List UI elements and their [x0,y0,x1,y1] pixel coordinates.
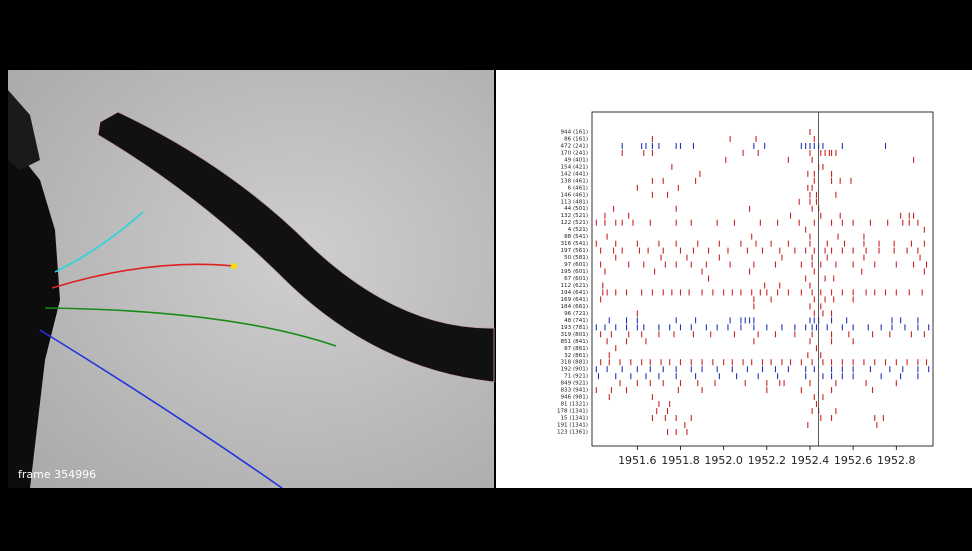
contact-point [231,263,237,269]
row-label: 833 (941) [561,388,589,394]
page: frame 354996 1951.6 1951.8 1952.0 1952.2 195… [0,0,972,551]
row-label: 184 (661) [561,304,589,310]
screen: frame 354996 1951.6 1951.8 1952.0 1952.2 195… [0,0,972,551]
row-label: 88 (541) [564,234,588,240]
row-label: 122 (521) [561,220,589,226]
x-tick-label: 1952.6 [834,454,873,467]
row-label: 316 (541) [561,241,589,247]
row-label: 6 (461) [568,185,588,191]
video-frame: frame 354996 [8,70,494,488]
row-label: 851 (841) [561,339,589,345]
row-label: 4 (521) [568,227,588,233]
x-tick-label: 1952.8 [877,454,916,467]
x-tick-label: 1952.2 [748,454,787,467]
row-label: 32 (861) [564,353,588,359]
x-tick-label: 1952.4 [791,454,830,467]
row-label: 193 (781) [561,325,589,331]
row-label: 50 (581) [564,255,588,261]
row-label: 81 (1321) [561,402,589,408]
row-label: 191 (1341) [557,423,588,429]
row-label: 71 (921) [564,374,588,380]
row-label: 49 (401) [564,157,588,163]
row-label: 178 (1341) [557,409,588,415]
row-label: 15 (1341) [561,416,589,422]
row-label: 472 (241) [561,143,589,149]
x-tick-label: 1951.6 [618,454,657,467]
frame-label: frame 354996 [18,468,96,481]
row-label: 944 (161) [561,130,589,136]
row-label: 123 (1361) [557,430,588,436]
row-label: 197 (561) [561,248,589,254]
row-label: 138 (461) [561,178,589,184]
row-label: 87 (861) [564,346,588,352]
row-label: 97 (601) [564,262,588,268]
row-label: 112 (621) [561,283,589,289]
row-label: 132 (521) [561,213,589,219]
row-label: 192 (901) [561,367,589,373]
x-tick-label: 1952.0 [704,454,743,467]
row-label: 146 (461) [561,192,589,198]
row-label: 96 (721) [564,311,588,317]
row-label: 319 (801) [561,332,589,338]
row-label: 195 (601) [561,269,589,275]
row-label: 48 (741) [564,318,588,324]
row-label: 154 (421) [561,164,589,170]
row-label: 44 (501) [564,206,588,212]
row-label: 849 (921) [561,381,589,387]
row-label: 169 (641) [561,297,589,303]
row-label: 318 (881) [561,360,589,366]
row-label: 142 (441) [561,171,589,177]
frame-image [8,70,494,488]
row-label: 113 (481) [561,199,589,205]
row-label: 194 (641) [561,290,589,296]
row-label: 170 (241) [561,150,589,156]
row-label: 86 (161) [564,136,588,142]
x-tick-label: 1951.8 [661,454,700,467]
row-label: 946 (981) [561,395,589,401]
row-label: 67 (601) [564,276,588,282]
